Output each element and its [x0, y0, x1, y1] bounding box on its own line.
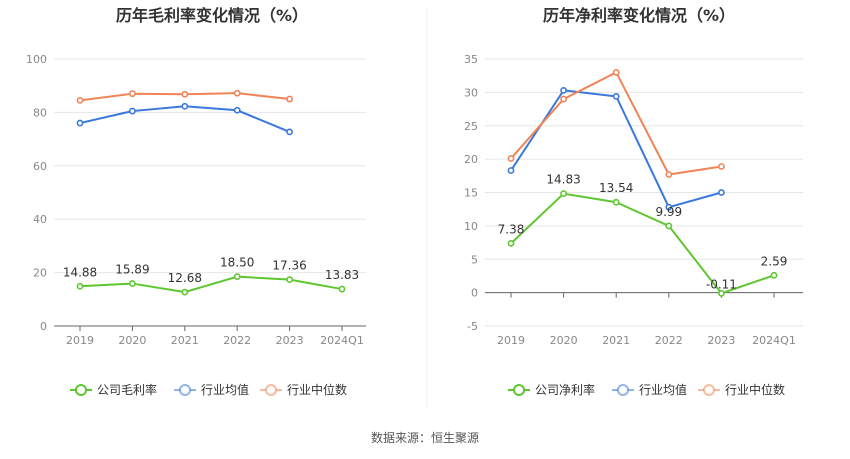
x-tick-label: 2022: [655, 334, 683, 347]
data-point: [612, 68, 620, 76]
data-label: 17.36: [272, 259, 306, 273]
data-point: [770, 271, 778, 279]
data-point: [128, 280, 136, 287]
data-point: [665, 222, 673, 230]
y-tick-label: 20: [464, 153, 478, 166]
legend-item[interactable]: 公司毛利率: [70, 382, 157, 397]
y-tick-label: 25: [464, 120, 478, 133]
legend-item[interactable]: 行业中位数: [260, 382, 347, 397]
y-tick-label: 100: [26, 53, 47, 66]
data-label: -0.11: [706, 277, 737, 291]
x-tick-label: 2023: [276, 334, 304, 347]
data-label: 18.50: [220, 256, 254, 270]
y-tick-label: 5: [471, 253, 478, 266]
y-tick-label: 40: [33, 213, 47, 226]
chart-panel-2: 历年净利率变化情况（%） -5 0 5 10 15 20 25 30 35 2019 2020 2021…: [464, 6, 803, 397]
legend-item[interactable]: 行业均值: [174, 382, 249, 397]
data-point: [181, 90, 189, 98]
data-label: 13.83: [325, 268, 359, 282]
data-point: [76, 119, 84, 127]
legend-marker-icon: [513, 384, 525, 396]
data-point: [612, 198, 620, 206]
series-line: [510, 192, 775, 295]
data-label: 9.99: [655, 205, 682, 219]
data-point: [507, 167, 515, 174]
legend-item[interactable]: 行业均值: [612, 382, 687, 397]
y-tick-label: 35: [464, 53, 478, 66]
data-point: [286, 95, 293, 103]
data-point: [128, 90, 136, 98]
series-line: [79, 105, 290, 133]
data-point: [665, 171, 673, 178]
data-point: [718, 189, 725, 196]
y-tick-label: -5: [467, 320, 478, 333]
data-label: 15.89: [115, 263, 149, 277]
data-point: [181, 102, 189, 110]
data-point: [286, 128, 293, 136]
x-tick-label: 2020: [118, 334, 146, 347]
x-tick-label: 2020: [550, 334, 578, 347]
data-point: [233, 106, 241, 114]
data-point: [560, 190, 567, 198]
data-point: [507, 239, 515, 247]
x-tick-label: 2021: [602, 334, 630, 347]
data-point: [560, 86, 567, 94]
y-tick-label: 0: [471, 287, 478, 300]
legend-item[interactable]: 公司净利率: [508, 382, 595, 397]
x-tick-label: 2021: [171, 334, 199, 347]
legend-label: 行业中位数: [287, 382, 347, 397]
data-label: 13.54: [599, 181, 633, 195]
data-point: [338, 285, 346, 293]
y-tick-label: 20: [33, 267, 47, 280]
data-label: 14.83: [546, 173, 580, 187]
data-label: 2.59: [761, 254, 788, 268]
legend-label: 公司毛利率: [97, 382, 157, 397]
data-point: [76, 96, 84, 104]
data-point: [76, 282, 84, 290]
data-point: [560, 95, 567, 103]
legend-label: 行业均值: [201, 382, 249, 397]
y-tick-label: 30: [464, 86, 478, 99]
legend-label: 公司净利率: [535, 382, 595, 397]
chart-panel-1: 历年毛利率变化情况（%） 0 20 40 60 80 100 2019 2020 2021 2022…: [26, 6, 366, 397]
data-point: [286, 276, 293, 284]
legend-marker-icon: [265, 384, 277, 396]
data-point: [718, 163, 725, 170]
legend-label: 行业中位数: [725, 382, 785, 397]
chart-title: 历年毛利率变化情况（%）: [116, 6, 308, 25]
y-tick-label: 10: [464, 220, 478, 233]
x-tick-label: 2023: [707, 334, 735, 347]
data-label: 12.68: [168, 271, 202, 285]
data-label: 14.88: [63, 265, 97, 279]
y-tick-label: 60: [33, 160, 47, 173]
series-line: [79, 275, 343, 294]
data-point: [612, 92, 620, 100]
legend-marker-icon: [75, 384, 87, 396]
x-tick-label: 2024Q1: [752, 334, 796, 347]
y-tick-label: 15: [464, 187, 478, 200]
y-tick-label: 80: [33, 106, 47, 119]
data-label: 7.38: [498, 222, 525, 236]
y-tick-label: 0: [40, 320, 47, 333]
data-point: [507, 155, 515, 162]
data-point: [233, 273, 241, 281]
x-tick-label: 2024Q1: [320, 334, 364, 347]
data-point: [665, 203, 673, 211]
data-point: [128, 107, 136, 115]
x-tick-label: 2022: [223, 334, 251, 347]
data-point: [233, 89, 241, 97]
legend-item[interactable]: 行业中位数: [698, 382, 785, 397]
legend-label: 行业均值: [639, 382, 687, 397]
data-source-note: 数据来源：恒生聚源: [370, 431, 479, 445]
x-tick-label: 2019: [497, 334, 525, 347]
legend-marker-icon: [703, 384, 715, 396]
legend-marker-icon: [617, 384, 629, 396]
legend-marker-icon: [179, 384, 191, 396]
chart-title: 历年净利率变化情况（%）: [543, 6, 735, 25]
data-point: [181, 288, 189, 296]
data-point: [718, 289, 725, 297]
x-tick-label: 2019: [66, 334, 94, 347]
